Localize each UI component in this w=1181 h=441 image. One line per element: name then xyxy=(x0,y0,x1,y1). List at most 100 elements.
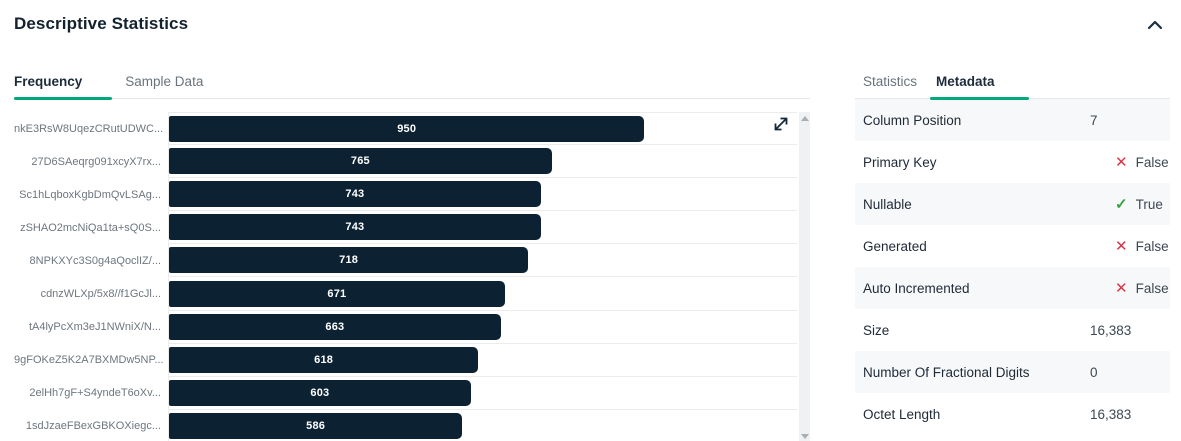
bar-category-label: 2elHh7gF+S4yndeT6oXv... xyxy=(29,387,161,400)
bar-track: 765 xyxy=(168,145,797,179)
bar-track: 743 xyxy=(168,211,797,245)
chart-row: 8NPKXYc3S0g4aQoclIZ/... 718 xyxy=(14,244,797,278)
bar-value-label: 671 xyxy=(327,287,347,300)
frequency-bar[interactable]: 743 xyxy=(169,214,541,241)
bar-value-label: 618 xyxy=(314,353,334,366)
chart-row: Sc1hLqboxKgbDmQvLSAg... 743 xyxy=(14,178,797,212)
metadata-field-value: ✓ True xyxy=(1115,197,1163,212)
bar-category-label: nkE3RsW8UqezCRutUDWC... xyxy=(14,122,164,135)
chart-row: 1sdJzaeFBexGBKOXiegc... 586 xyxy=(14,409,797,441)
metadata-value-text: 0 xyxy=(1090,364,1098,380)
scrollbar-up-arrow[interactable] xyxy=(800,116,809,121)
bar-track: 586 xyxy=(168,409,797,441)
tab-sample-data[interactable]: Sample Data xyxy=(125,70,203,98)
x-icon: ✕ xyxy=(1115,237,1128,255)
bar-track: 663 xyxy=(168,310,797,344)
metadata-field-value: 7 xyxy=(1090,113,1098,128)
bar-value-label: 718 xyxy=(339,254,359,267)
frequency-bar[interactable]: 950 xyxy=(169,115,645,142)
metadata-field-label: Size xyxy=(863,322,890,338)
bar-category-label: cdnzWLXp/5x8//f1GcJl... xyxy=(40,288,161,301)
bar-value-label: 743 xyxy=(345,188,365,201)
bar-track: 603 xyxy=(168,376,797,410)
metadata-field-value: 16,383 xyxy=(1090,407,1131,422)
chevron-up-icon xyxy=(1146,18,1164,32)
metadata-value-text: 16,383 xyxy=(1090,406,1132,422)
bar-track: 671 xyxy=(168,277,797,311)
metadata-field-value: 16,383 xyxy=(1090,323,1131,338)
metadata-row: Primary Key ✕ False xyxy=(855,141,1170,183)
chart-row: cdnzWLXp/5x8//f1GcJl... 671 xyxy=(14,277,797,311)
collapse-panel-button[interactable] xyxy=(1143,14,1167,36)
frequency-bar[interactable]: 663 xyxy=(169,313,501,340)
frequency-bar[interactable]: 603 xyxy=(169,379,471,406)
bar-track: 743 xyxy=(168,178,797,212)
x-icon: ✕ xyxy=(1115,279,1128,297)
bar-category-label: 1sdJzaeFBexGBKOXiegc... xyxy=(25,420,161,433)
chart-row: tA4lyPcXm3eJ1NWniX/N... 663 xyxy=(14,310,797,344)
chart-row: nkE3RsW8UqezCRutUDWC... 950 xyxy=(14,112,797,146)
frequency-bar[interactable]: 618 xyxy=(169,346,479,373)
bar-category-label: 8NPKXYc3S0g4aQoclIZ/... xyxy=(29,254,161,267)
metadata-section: Statistics Metadata Column Position 7 Pr… xyxy=(855,70,1170,441)
metadata-field-label: Column Position xyxy=(863,112,962,128)
bar-track: 718 xyxy=(168,244,797,278)
bar-value-label: 950 xyxy=(397,122,417,135)
bar-value-label: 586 xyxy=(306,419,326,432)
metadata-field-label: Generated xyxy=(863,238,927,254)
bar-value-label: 663 xyxy=(325,320,345,333)
bar-value-label: 743 xyxy=(345,221,365,234)
metadata-value-text: 7 xyxy=(1090,112,1098,128)
chart-row: 27D6SAeqrg091xcyX7rx... 765 xyxy=(14,145,797,179)
metadata-value-text: False xyxy=(1135,154,1169,170)
chart-area: nkE3RsW8UqezCRutUDWC... 950 27D6SAeqrg09… xyxy=(14,112,810,441)
scrollbar-down-arrow[interactable] xyxy=(800,434,809,439)
frequency-section: Frequency Sample Data nkE3RsW8UqezCRutUD… xyxy=(14,70,810,441)
metadata-field-label: Octet Length xyxy=(863,406,941,422)
chart-scrollbar[interactable] xyxy=(799,112,810,441)
metadata-field-value: ✕ False xyxy=(1115,281,1169,296)
panel-header: Descriptive Statistics xyxy=(14,14,1167,38)
metadata-value-text: False xyxy=(1135,280,1169,296)
chart-row: 9gFOKeZ5K2A7BXMDw5NP... 618 xyxy=(14,343,797,377)
page-title: Descriptive Statistics xyxy=(14,14,189,33)
metadata-row: Generated ✕ False xyxy=(855,225,1170,267)
bar-value-label: 765 xyxy=(350,155,370,168)
bar-category-label: 9gFOKeZ5K2A7BXMDw5NP... xyxy=(14,354,164,367)
chart-row: zSHAO2mcNiQa1ta+sQ0S... 743 xyxy=(14,211,797,245)
metadata-field-label: Auto Incremented xyxy=(863,280,970,296)
bar-category-label: tA4lyPcXm3eJ1NWniX/N... xyxy=(28,321,161,334)
expand-icon xyxy=(771,114,793,134)
bar-track: 950 xyxy=(168,112,797,146)
x-icon: ✕ xyxy=(1115,153,1128,171)
metadata-row: Octet Length 16,383 xyxy=(855,393,1170,435)
frequency-bar[interactable]: 765 xyxy=(169,148,552,175)
bar-category-label: Sc1hLqboxKgbDmQvLSAg... xyxy=(19,188,161,201)
bar-category-label: zSHAO2mcNiQa1ta+sQ0S... xyxy=(20,221,161,234)
tab-frequency[interactable]: Frequency xyxy=(14,70,113,100)
metadata-field-label: Nullable xyxy=(863,196,912,212)
tab-metadata[interactable]: Metadata xyxy=(930,70,1029,100)
frequency-bar[interactable]: 718 xyxy=(169,247,529,274)
frequency-bar[interactable]: 743 xyxy=(169,181,541,208)
left-tab-bar: Frequency Sample Data xyxy=(14,70,810,100)
bar-value-label: 603 xyxy=(310,386,330,399)
tab-statistics[interactable]: Statistics xyxy=(863,70,917,98)
metadata-value-text: 16,383 xyxy=(1090,322,1132,338)
metadata-row: Nullable ✓ True xyxy=(855,183,1170,225)
frequency-bar[interactable]: 671 xyxy=(169,280,505,307)
metadata-value-text: False xyxy=(1135,238,1169,254)
right-tab-bar: Statistics Metadata xyxy=(855,70,1170,100)
metadata-table: Column Position 7 Primary Key ✕ False Nu… xyxy=(855,99,1170,435)
metadata-field-label: Primary Key xyxy=(863,154,937,170)
bar-track: 618 xyxy=(168,343,797,377)
check-icon: ✓ xyxy=(1115,195,1128,213)
chart-row: 2elHh7gF+S4yndeT6oXv... 603 xyxy=(14,376,797,410)
metadata-row: Column Position 7 xyxy=(855,99,1170,141)
metadata-row: Number Of Fractional Digits 0 xyxy=(855,351,1170,393)
expand-chart-button[interactable] xyxy=(771,113,793,135)
bar-category-label: 27D6SAeqrg091xcyX7rx... xyxy=(31,155,161,168)
frequency-bar[interactable]: 586 xyxy=(169,412,463,439)
frequency-bar-chart: nkE3RsW8UqezCRutUDWC... 950 27D6SAeqrg09… xyxy=(14,112,797,441)
